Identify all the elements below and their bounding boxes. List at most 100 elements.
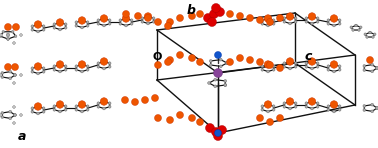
Circle shape (371, 70, 373, 73)
Circle shape (108, 62, 111, 65)
Circle shape (311, 67, 313, 70)
Circle shape (261, 68, 264, 71)
Circle shape (78, 101, 86, 108)
Circle shape (330, 61, 338, 68)
Circle shape (355, 24, 357, 27)
Circle shape (86, 65, 89, 68)
Circle shape (272, 22, 275, 25)
Circle shape (100, 98, 108, 105)
Circle shape (376, 67, 378, 69)
Circle shape (206, 123, 214, 132)
Circle shape (283, 62, 286, 65)
Circle shape (56, 61, 64, 68)
Circle shape (56, 101, 64, 108)
Circle shape (5, 63, 11, 70)
Circle shape (266, 24, 270, 27)
Circle shape (13, 66, 15, 68)
Circle shape (1, 112, 4, 114)
Circle shape (13, 122, 15, 124)
Circle shape (264, 61, 272, 68)
Circle shape (283, 20, 286, 23)
Circle shape (53, 68, 56, 71)
Circle shape (219, 65, 222, 68)
Circle shape (364, 33, 367, 36)
Circle shape (257, 58, 263, 66)
Circle shape (366, 36, 369, 38)
Circle shape (166, 57, 174, 63)
Circle shape (135, 12, 141, 20)
Circle shape (108, 105, 111, 108)
Circle shape (42, 70, 45, 73)
Circle shape (102, 107, 105, 110)
Circle shape (226, 11, 234, 17)
Circle shape (31, 107, 34, 110)
Circle shape (266, 110, 270, 113)
Circle shape (286, 58, 294, 65)
Circle shape (350, 26, 353, 29)
Circle shape (264, 15, 272, 22)
Circle shape (367, 57, 373, 63)
Circle shape (14, 74, 16, 76)
Circle shape (208, 82, 211, 84)
Circle shape (372, 36, 374, 38)
Circle shape (42, 28, 45, 31)
Circle shape (286, 98, 294, 105)
Circle shape (86, 108, 89, 111)
Circle shape (166, 116, 174, 123)
Circle shape (305, 102, 308, 105)
Circle shape (0, 74, 2, 76)
Circle shape (369, 31, 371, 34)
Circle shape (86, 21, 89, 24)
Circle shape (338, 105, 341, 108)
Circle shape (121, 96, 129, 103)
Circle shape (294, 20, 297, 23)
Circle shape (14, 114, 16, 116)
Circle shape (373, 33, 376, 36)
Circle shape (327, 65, 330, 68)
Circle shape (14, 74, 16, 76)
Circle shape (352, 29, 354, 31)
Circle shape (177, 52, 183, 58)
Circle shape (276, 15, 284, 21)
Circle shape (363, 109, 366, 111)
Circle shape (125, 24, 127, 27)
Circle shape (327, 22, 330, 25)
Circle shape (214, 130, 222, 136)
Circle shape (97, 105, 100, 108)
Circle shape (215, 8, 225, 16)
Circle shape (152, 20, 155, 23)
Circle shape (333, 24, 335, 27)
Circle shape (42, 107, 45, 110)
Circle shape (5, 24, 11, 30)
Circle shape (330, 15, 338, 22)
Circle shape (246, 15, 254, 21)
Circle shape (272, 108, 275, 111)
Circle shape (316, 62, 319, 65)
Circle shape (308, 98, 316, 105)
Circle shape (97, 22, 100, 25)
Circle shape (34, 103, 42, 110)
Circle shape (144, 13, 152, 20)
Circle shape (152, 95, 158, 102)
Circle shape (189, 12, 195, 20)
Circle shape (141, 17, 144, 20)
Circle shape (212, 127, 220, 136)
Circle shape (14, 114, 16, 116)
Circle shape (13, 42, 15, 44)
Circle shape (42, 67, 45, 70)
Circle shape (257, 115, 263, 122)
Circle shape (100, 58, 108, 65)
Circle shape (266, 70, 270, 73)
Circle shape (257, 16, 263, 24)
Circle shape (327, 19, 330, 22)
Circle shape (266, 119, 274, 126)
Circle shape (214, 52, 222, 58)
Circle shape (64, 26, 67, 29)
Circle shape (327, 68, 330, 71)
Circle shape (294, 65, 297, 68)
Circle shape (261, 22, 264, 25)
Circle shape (64, 105, 67, 108)
Circle shape (288, 67, 291, 70)
Circle shape (308, 13, 316, 20)
Circle shape (14, 35, 17, 38)
